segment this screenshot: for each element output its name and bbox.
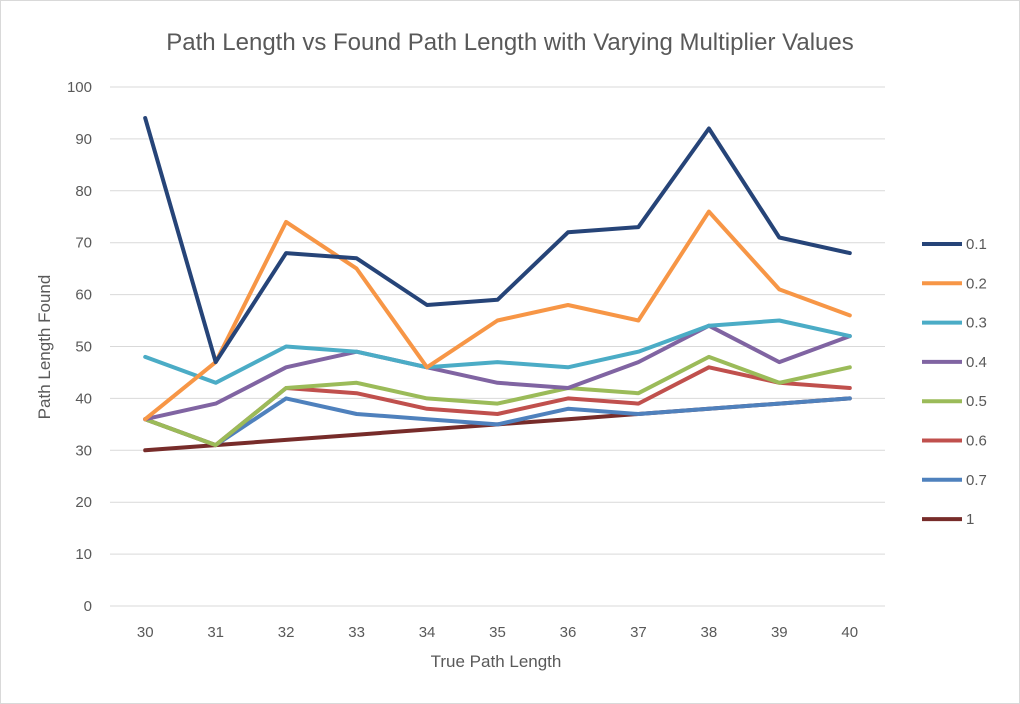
series-lines <box>143 116 852 453</box>
y-tick-label: 70 <box>75 235 92 252</box>
legend-label-0.4: 0.4 <box>966 354 987 371</box>
x-tick-label: 36 <box>560 624 577 641</box>
x-tick-label: 30 <box>137 624 154 641</box>
y-tick-label: 50 <box>75 339 92 356</box>
x-axis-ticks: 30 31 32 33 34 35 36 37 38 39 40 <box>137 624 858 641</box>
legend-label-0.6: 0.6 <box>966 433 987 450</box>
x-tick-label: 40 <box>841 624 858 641</box>
x-tick-label: 37 <box>630 624 647 641</box>
legend: 0.1 0.2 0.3 0.4 0.5 0.6 0.7 1 <box>922 236 987 528</box>
y-axis-ticks: 0 10 20 30 40 50 60 70 80 90 100 <box>67 79 92 615</box>
x-tick-label: 33 <box>348 624 365 641</box>
y-tick-label: 90 <box>75 131 92 148</box>
legend-label-0.7: 0.7 <box>966 472 987 489</box>
y-tick-label: 10 <box>75 546 92 563</box>
y-tick-label: 30 <box>75 442 92 459</box>
y-tick-label: 60 <box>75 287 92 304</box>
x-tick-label: 34 <box>419 624 436 641</box>
x-axis-label: True Path Length <box>431 652 562 671</box>
x-tick-label: 35 <box>489 624 506 641</box>
x-tick-label: 39 <box>771 624 788 641</box>
x-tick-label: 31 <box>207 624 224 641</box>
y-tick-label: 80 <box>75 183 92 200</box>
legend-label-0.2: 0.2 <box>966 275 987 292</box>
y-tick-label: 0 <box>84 598 92 615</box>
y-axis-label: Path Length Found <box>35 275 54 420</box>
chart-title: Path Length vs Found Path Length with Va… <box>166 29 854 56</box>
legend-label-0.3: 0.3 <box>966 315 987 332</box>
series-line-0.5 <box>143 354 852 448</box>
legend-label-0.5: 0.5 <box>966 393 987 410</box>
series-line-0.2 <box>143 209 852 422</box>
x-tick-label: 32 <box>278 624 295 641</box>
x-tick-label: 38 <box>701 624 718 641</box>
y-tick-label: 20 <box>75 494 92 511</box>
series-line-0.7 <box>143 396 852 448</box>
gridlines <box>110 86 885 607</box>
series-line-0.4 <box>143 323 852 422</box>
series-line-0.1 <box>143 116 852 365</box>
series-line-0.3 <box>143 318 852 385</box>
legend-label-0.1: 0.1 <box>966 236 987 253</box>
legend-label-1: 1 <box>966 511 974 528</box>
y-tick-label: 40 <box>75 390 92 407</box>
y-tick-label: 100 <box>67 79 92 96</box>
